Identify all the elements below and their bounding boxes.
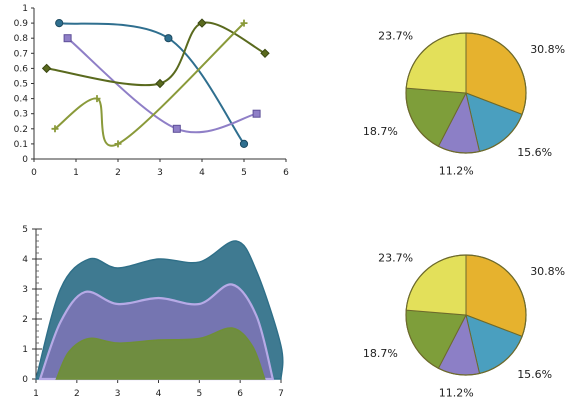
line-series-4 [51, 19, 248, 148]
line-chart-x-ticks: 0 1 2 3 4 5 6 [31, 159, 289, 178]
y-tick-label: 3 [22, 285, 28, 295]
pie-top-slices [405, 32, 527, 154]
data-point [240, 19, 248, 27]
data-point [63, 34, 72, 43]
line-series-2 [63, 34, 261, 134]
pie-slice-label: 11.2% [439, 386, 474, 399]
pie-slice [405, 254, 467, 316]
area-series-3 [55, 327, 266, 380]
y-tick-label: 0.8 [14, 34, 29, 44]
y-tick-label: 0.7 [14, 49, 28, 59]
y-tick-label: 1 [22, 345, 28, 355]
x-tick-label: 3 [115, 389, 121, 399]
data-point [252, 109, 261, 118]
data-point [93, 95, 101, 103]
pie-slice-label: 30.8% [530, 43, 565, 56]
series-line [59, 22, 245, 145]
pie-outline [405, 32, 527, 154]
y-tick-label: 0.5 [14, 80, 28, 90]
y-tick-label: 0.6 [14, 64, 29, 74]
x-tick-label: 6 [237, 389, 243, 399]
line-series-1 [55, 19, 249, 148]
y-tick-label: 2 [22, 315, 28, 325]
x-tick-label: 0 [31, 168, 37, 178]
y-tick-label: 0 [22, 375, 28, 385]
y-tick-label: 0.2 [14, 125, 28, 135]
x-tick-label: 6 [283, 168, 289, 178]
x-tick-label: 2 [74, 389, 80, 399]
x-tick-label: 4 [156, 389, 162, 399]
x-tick-label: 1 [33, 389, 39, 399]
pie-slice-label: 23.7% [378, 30, 413, 43]
y-tick-label: 0 [22, 155, 28, 165]
line-chart-y-ticks: 0 0.1 0.2 0.3 0.4 0.5 0.6 0.7 0.8 0.9 1 [14, 4, 34, 165]
x-tick-label: 7 [278, 389, 284, 399]
area-chart-series [35, 240, 284, 381]
data-point [155, 78, 165, 89]
line-chart-series [41, 18, 270, 148]
pie-chart-bottom: 30.8% 15.6% 11.2% 18.7% 23.7% [363, 252, 565, 400]
series-line [46, 21, 266, 87]
pie-slice-label: 15.6% [517, 368, 552, 381]
pie-outline [405, 254, 527, 376]
y-tick-label: 0.4 [14, 95, 29, 105]
series-line [54, 22, 245, 147]
y-tick-label: 0.1 [14, 140, 28, 150]
pie-slice-label: 18.7% [363, 125, 398, 138]
x-tick-label: 4 [199, 168, 205, 178]
pie-chart-top: 30.8% 15.6% 11.2% 18.7% 23.7% [363, 30, 565, 178]
pie-slice-label: 15.6% [517, 146, 552, 159]
data-point [114, 140, 122, 148]
pie-slice-label: 18.7% [363, 347, 398, 360]
x-tick-label: 3 [157, 168, 163, 178]
pie-slice-label: 30.8% [530, 265, 565, 278]
y-tick-label: 4 [22, 255, 28, 265]
data-point [51, 125, 59, 133]
line-series-3 [41, 18, 270, 89]
x-tick-label: 2 [115, 168, 121, 178]
pie-slice-label: 23.7% [378, 252, 413, 265]
data-point [172, 124, 181, 133]
y-tick-label: 0.3 [14, 110, 28, 120]
data-point [41, 63, 52, 74]
area-chart-y-ticks: 0 1 2 3 4 5 [22, 225, 42, 385]
line-chart: 0 0.1 0.2 0.3 0.4 0.5 0.6 0.7 0.8 0.9 1 0 1 2 3 4 5 6 [14, 4, 289, 178]
data-point [197, 18, 207, 28]
y-tick-label: 5 [22, 225, 28, 235]
pie-top-labels: 30.8% 15.6% 11.2% 18.7% 23.7% [363, 30, 565, 178]
pie-bottom-slices [405, 254, 527, 376]
x-tick-label: 5 [241, 168, 247, 178]
pie-slice [405, 32, 467, 94]
data-point [164, 34, 173, 43]
pie-bottom-labels: 30.8% 15.6% 11.2% 18.7% 23.7% [363, 252, 565, 400]
x-tick-label: 1 [73, 168, 79, 178]
x-tick-label: 5 [196, 389, 202, 399]
y-tick-label: 0.9 [14, 19, 29, 29]
y-tick-label: 1 [22, 4, 28, 14]
pie-slice-label: 11.2% [439, 164, 474, 177]
data-point [55, 19, 64, 28]
data-point [239, 139, 249, 148]
data-point [260, 48, 270, 59]
